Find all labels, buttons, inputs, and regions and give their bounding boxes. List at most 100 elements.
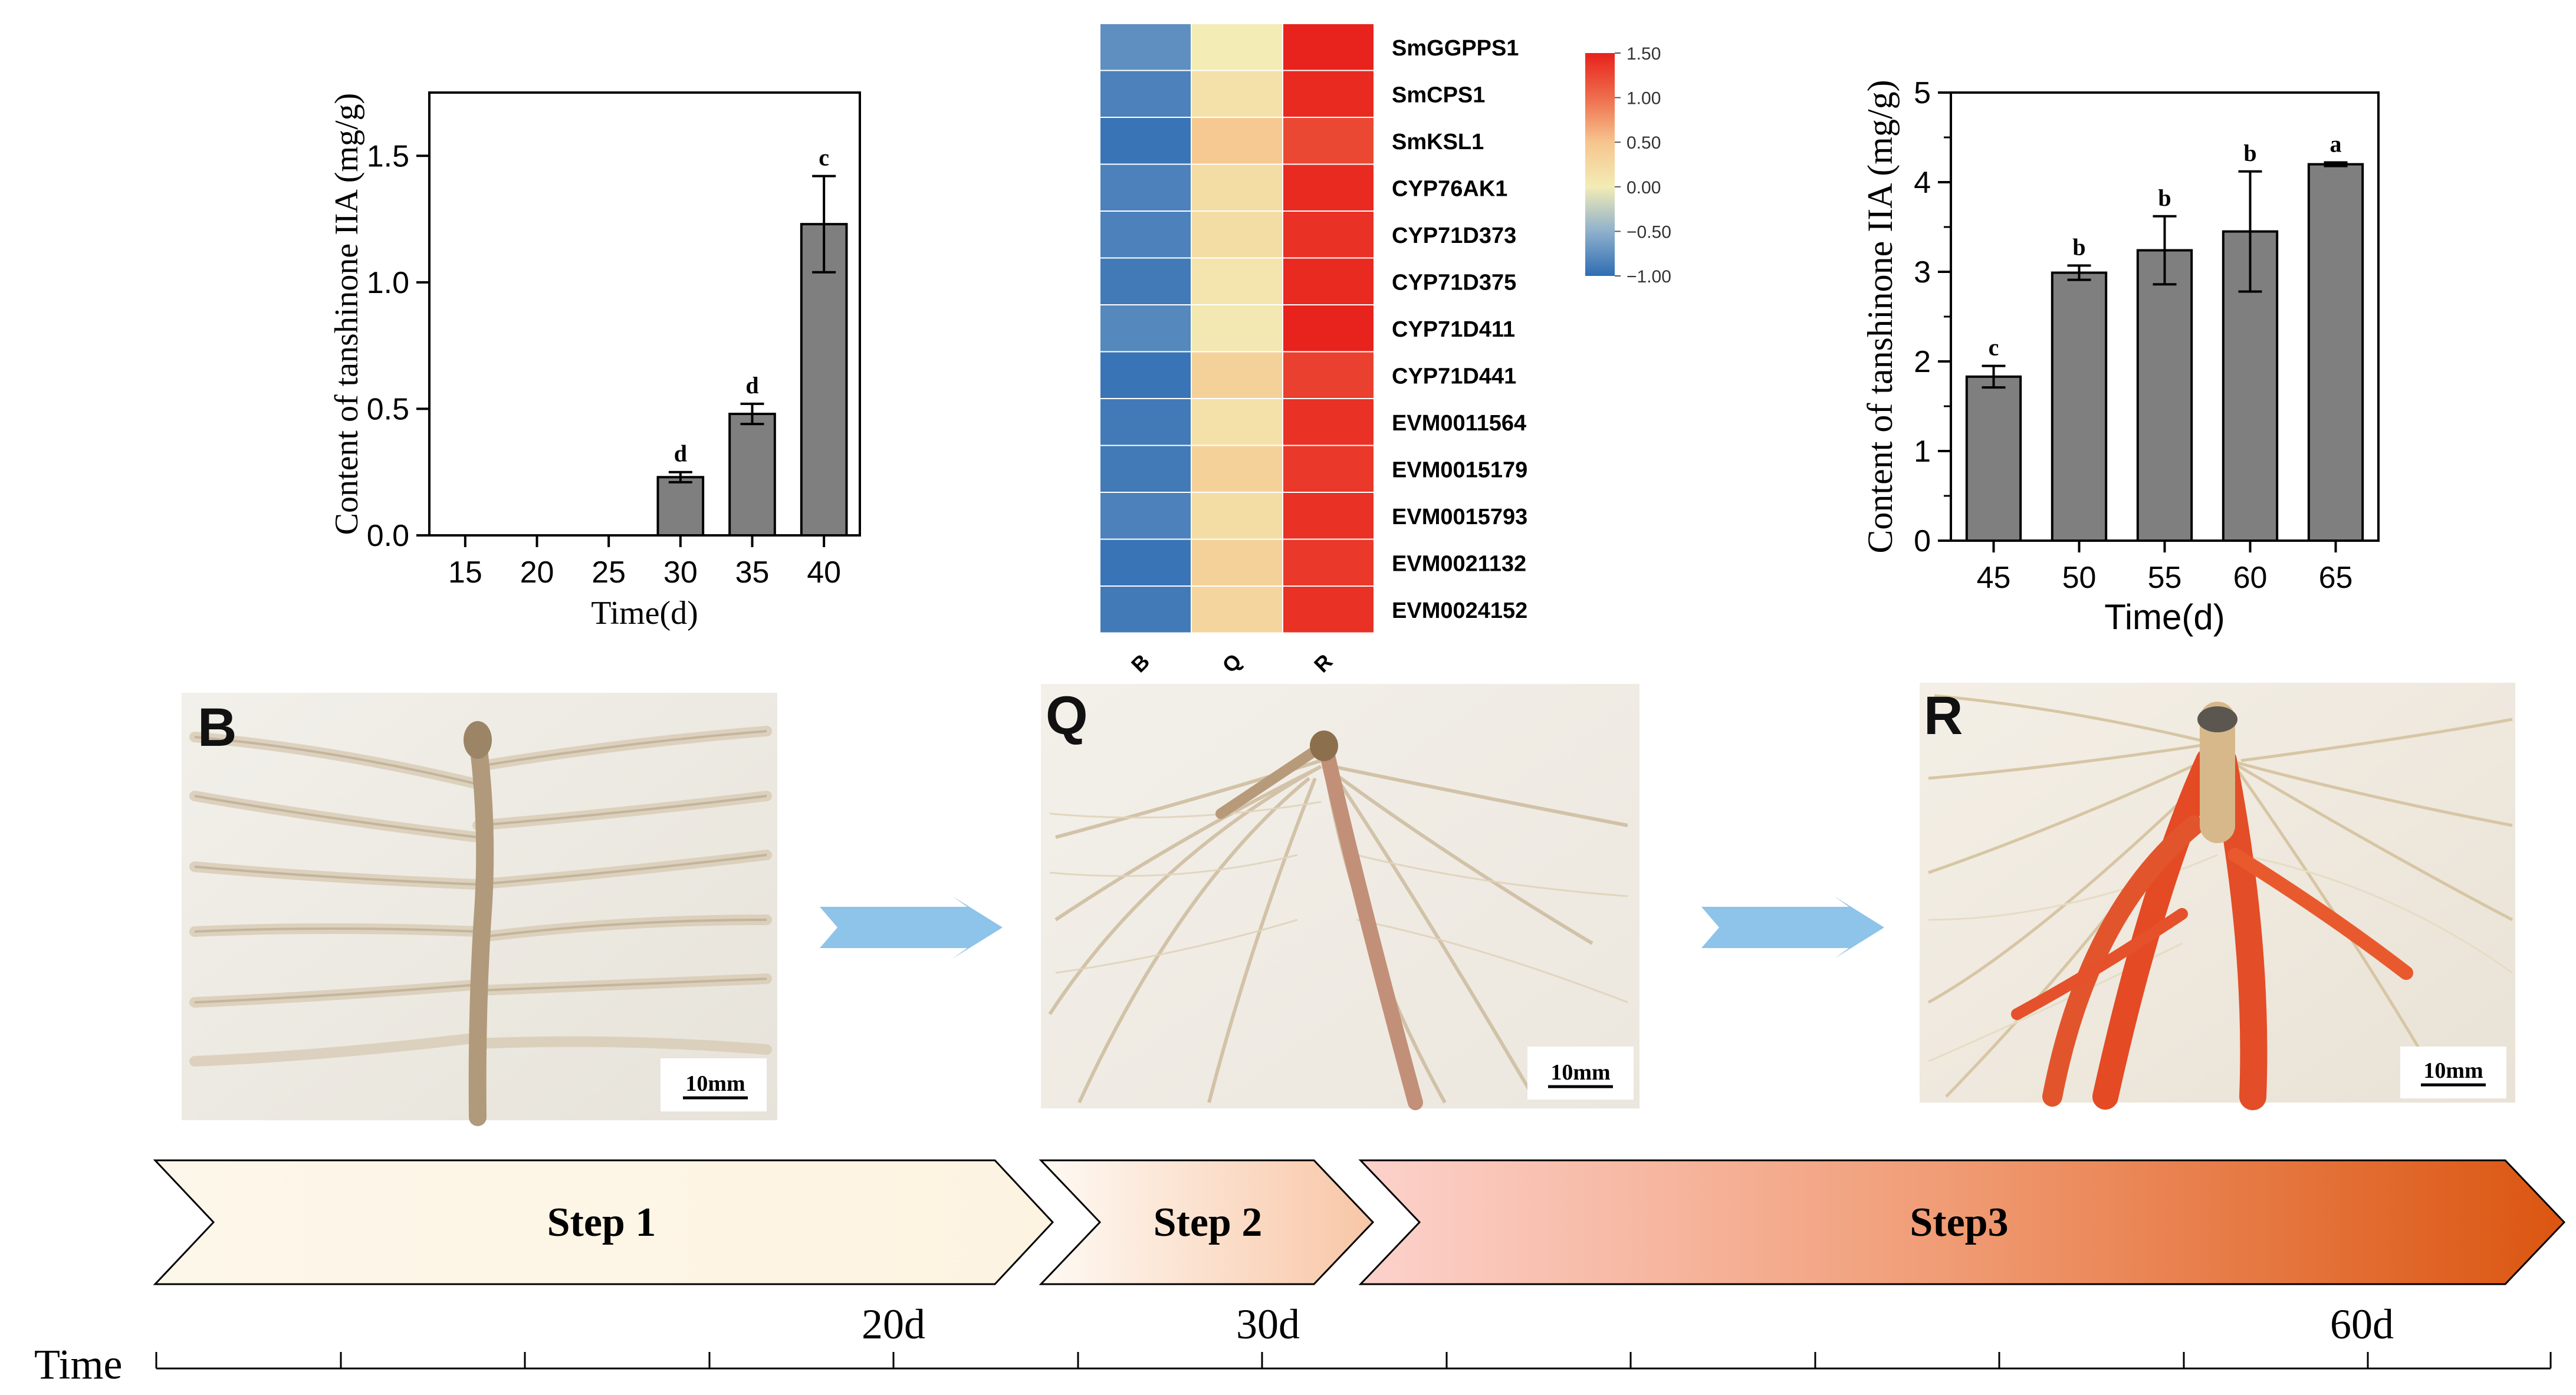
colorbar-tick-label: 1.50 xyxy=(1627,44,1661,64)
step-2-chevron: Step 2 xyxy=(1039,1159,1375,1285)
heatmap-cell xyxy=(1099,117,1192,165)
step-2-label: Step 2 xyxy=(1154,1200,1263,1245)
heatmap-gene-label: EVM0024152 xyxy=(1392,598,1527,623)
heatmap-cell xyxy=(1099,351,1192,399)
scale-label-r: 10mm xyxy=(2423,1058,2483,1083)
chart-left-ytick-label: 0.0 xyxy=(367,519,409,553)
chart-right-ytick-label: 2 xyxy=(1914,345,1931,379)
heatmap-cell xyxy=(1282,351,1375,399)
heatmap: SmGGPPS1 SmCPS1 SmKSL1 CYP76AK1 CYP71D373 CYP… xyxy=(1099,23,1671,677)
heatmap-cell xyxy=(1191,257,1283,305)
root-photo-q: Q 10mm xyxy=(1041,684,1639,1110)
heatmap-cell xyxy=(1282,445,1375,493)
chart-right-ytick-label: 5 xyxy=(1914,76,1931,110)
chart-right-sig-letter: b xyxy=(2072,233,2085,260)
heatmap-cell xyxy=(1099,70,1192,118)
chart-right-bar xyxy=(1965,375,2022,542)
colorbar-tick-label: −0.50 xyxy=(1627,222,1671,242)
chart-left-xtick-label: 40 xyxy=(807,555,841,590)
heatmap-cell xyxy=(1282,210,1375,259)
heatmap-gene-label: CYP71D375 xyxy=(1392,270,1516,295)
colorbar-tick-label: 0.00 xyxy=(1627,178,1661,198)
heatmap-cell xyxy=(1099,492,1192,540)
heatmap-cell xyxy=(1191,445,1283,493)
chart-right-bar xyxy=(2307,163,2364,542)
chart-right-sig-letter: b xyxy=(2158,185,2171,211)
root-photo-b: B 10mm xyxy=(182,693,777,1126)
chart-right-xtick-label: 60 xyxy=(2233,561,2268,595)
heatmap-cell xyxy=(1099,538,1192,587)
heatmap-gene-label: EVM0015793 xyxy=(1392,505,1527,529)
chart-right-xtick-label: 45 xyxy=(1977,561,2011,595)
chart-right-xtick-label: 65 xyxy=(2319,561,2353,595)
heatmap-cell xyxy=(1191,23,1283,71)
chart-right-bar xyxy=(2136,249,2193,542)
colorbar-tick-label: 1.00 xyxy=(1627,89,1661,108)
heatmap-gene-label: SmGGPPS1 xyxy=(1392,36,1519,61)
timeline-mark-20d: 20d xyxy=(862,1301,925,1348)
chart-left-xlabel: Time(d) xyxy=(591,595,698,631)
step-3-chevron: Step3 xyxy=(1358,1159,2566,1285)
arrow-1-icon xyxy=(820,896,1003,959)
heatmap-gene-label: EVM0015179 xyxy=(1392,458,1527,482)
chart-right-ytick-label: 0 xyxy=(1914,524,1931,558)
photo-label-q: Q xyxy=(1046,686,1088,746)
chart-right-ylabel: Content of tanshinone IIA (mg/g) xyxy=(1861,80,1900,553)
step-1-chevron: Step 1 xyxy=(153,1159,1054,1285)
chart-right-xtick-label: 55 xyxy=(2148,561,2182,595)
heatmap-gene-label: SmKSL1 xyxy=(1392,130,1484,154)
scale-label-q: 10mm xyxy=(1550,1060,1610,1085)
chart-left-ytick-label: 1.0 xyxy=(367,266,409,300)
photo-label-b: B xyxy=(198,698,236,758)
chart-left-ylabel: Content of tanshinone IIA (mg/g) xyxy=(328,93,365,535)
heatmap-cell xyxy=(1282,492,1375,540)
heatmap-cell xyxy=(1282,257,1375,305)
chart-left: 0.0 0.5 1.0 1.5 15 20 25 30 d 35 d 40 c Time(d) Conten… xyxy=(328,91,861,631)
chart-left-frame xyxy=(428,91,861,537)
heatmap-cell xyxy=(1191,538,1283,587)
heatmap-cell xyxy=(1191,398,1283,446)
chart-left-xtick-label: 15 xyxy=(448,555,482,590)
heatmap-cell xyxy=(1191,210,1283,259)
heatmap-cell xyxy=(1282,23,1375,71)
heatmap-cell xyxy=(1191,351,1283,399)
timeline-label: Time xyxy=(34,1341,122,1388)
arrow-2-icon xyxy=(1701,896,1884,959)
timeline-mark-30d: 30d xyxy=(1236,1301,1300,1348)
chart-left-xtick-label: 35 xyxy=(735,555,770,590)
heatmap-cell xyxy=(1099,210,1192,259)
heatmap-sample-label: Q xyxy=(1217,649,1246,677)
heatmap-cell xyxy=(1099,585,1192,634)
chart-left-ytick-label: 1.5 xyxy=(367,139,409,173)
heatmap-cell xyxy=(1099,163,1192,212)
chart-left-sig-letter: d xyxy=(745,372,758,399)
heatmap-cell xyxy=(1099,445,1192,493)
timeline-mark-60d: 60d xyxy=(2330,1301,2394,1348)
colorbar-tick-label: −1.00 xyxy=(1627,267,1671,287)
chart-right-ytick-label: 4 xyxy=(1914,166,1931,200)
heatmap-cell xyxy=(1282,163,1375,212)
heatmap-colorbar xyxy=(1585,53,1615,276)
heatmap-gene-label: CYP71D411 xyxy=(1392,317,1515,342)
chart-left-bar xyxy=(656,476,705,537)
chart-right-ytick-label: 3 xyxy=(1914,255,1931,289)
heatmap-gene-label: CYP71D441 xyxy=(1392,364,1516,389)
chart-left-sig-letter: d xyxy=(674,440,687,467)
chart-right-sig-letter: c xyxy=(1989,334,1999,361)
heatmap-cell xyxy=(1099,398,1192,446)
chart-right-ytick-label: 1 xyxy=(1914,435,1931,469)
heatmap-cell xyxy=(1282,538,1375,587)
chart-left-xtick-label: 20 xyxy=(520,555,554,590)
heatmap-cell xyxy=(1282,117,1375,165)
colorbar-tick-label: 0.50 xyxy=(1627,133,1661,153)
chart-left-bar xyxy=(800,223,848,537)
chart-left-bar xyxy=(728,413,776,537)
heatmap-gene-label: CYP71D373 xyxy=(1392,223,1516,248)
heatmap-gene-label: EVM0011564 xyxy=(1392,411,1526,436)
heatmap-cell xyxy=(1282,585,1375,634)
heatmap-cell xyxy=(1191,163,1283,212)
heatmap-gene-label: EVM0021132 xyxy=(1392,551,1526,576)
heatmap-cell xyxy=(1191,117,1283,165)
heatmap-cell xyxy=(1191,304,1283,353)
